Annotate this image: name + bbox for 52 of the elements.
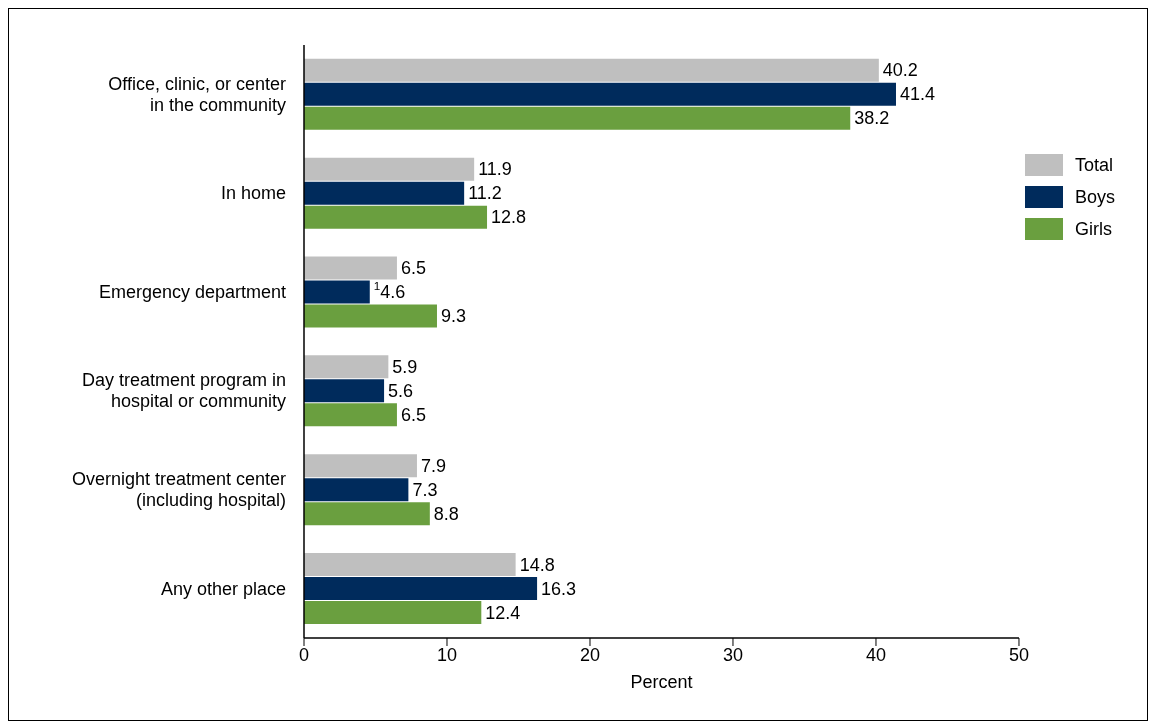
x-tick-label: 50 <box>1008 644 1029 665</box>
data-label: $^{1}$4.6 <box>373 279 406 302</box>
data-label: 40.2 <box>882 60 918 81</box>
data-label: 11.2 <box>468 183 502 204</box>
legend-label: Total <box>1074 154 1113 176</box>
bar <box>304 403 397 427</box>
bar <box>304 553 516 576</box>
bar <box>304 82 896 106</box>
y-tick-label: Emergency department <box>98 282 286 303</box>
bar <box>304 106 851 130</box>
y-tick-label: Overnight treatment center (including hospital) <box>71 469 286 511</box>
y-tick-label: Office, clinic, or center in the community <box>108 73 286 115</box>
bar <box>304 379 385 403</box>
bar <box>304 181 465 205</box>
bar <box>304 205 488 229</box>
data-label: 11.9 <box>478 159 512 180</box>
data-label: 6.5 <box>400 404 426 425</box>
data-label: 14.8 <box>519 554 555 575</box>
x-tick-label: 40 <box>865 644 886 665</box>
data-label: 12.4 <box>485 602 521 623</box>
x-tick-label: 0 <box>298 644 310 665</box>
bar <box>304 304 437 328</box>
y-tick-label: Any other place <box>160 578 286 599</box>
data-label: 6.5 <box>400 258 426 278</box>
data-label: 41.4 <box>899 84 936 105</box>
data-label: 12.8 <box>491 207 527 228</box>
legend-label: Girls <box>1074 218 1112 240</box>
bar <box>304 355 389 379</box>
bar <box>304 577 538 600</box>
bar <box>304 280 370 304</box>
legend-label: Boys <box>1074 186 1115 208</box>
y-tick-label: In home <box>220 183 286 204</box>
bar <box>304 454 417 478</box>
data-label: 38.2 <box>854 108 890 129</box>
x-tick-label: 20 <box>579 644 600 665</box>
x-axis-title: Percent <box>630 672 693 692</box>
bar <box>304 502 430 526</box>
data-label: 7.9 <box>420 455 446 476</box>
data-label: 16.3 <box>541 578 577 599</box>
x-tick-label: 10 <box>436 644 458 665</box>
bar <box>304 157 475 181</box>
y-tick-label: Day treatment program in hospital or community <box>81 370 286 412</box>
x-tick-label: 30 <box>722 644 743 665</box>
bar <box>304 58 879 82</box>
data-label: 5.9 <box>392 356 418 377</box>
data-label: 5.6 <box>388 380 414 401</box>
bar <box>304 601 482 624</box>
bar <box>304 478 409 502</box>
bar <box>304 256 397 280</box>
data-label: 9.3 <box>440 306 467 326</box>
data-label: 8.8 <box>433 503 459 524</box>
data-label: 7.3 <box>412 479 438 500</box>
